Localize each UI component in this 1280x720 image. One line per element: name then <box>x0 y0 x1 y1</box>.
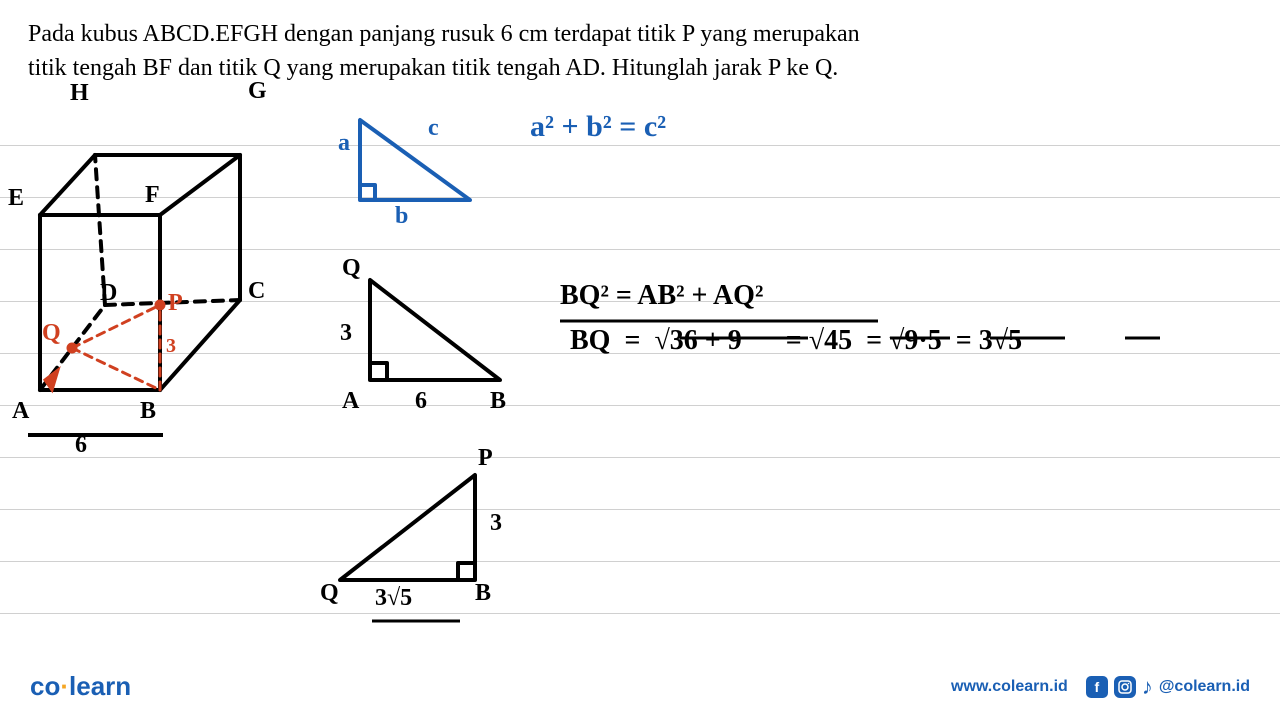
instagram-icon <box>1114 676 1136 698</box>
eq1-text: BQ² = AB² + AQ² <box>560 280 763 311</box>
tiktok-icon: ♪ <box>1142 674 1153 700</box>
qab-Q: Q <box>342 255 361 282</box>
cube-vertex-D: D <box>100 280 117 307</box>
facebook-icon: f <box>1086 676 1108 698</box>
problem-text: Pada kubus ABCD.EFGH dengan panjang rusu… <box>28 18 860 85</box>
edge-underline <box>28 430 168 440</box>
eq1: BQ² = AB² + AQ² <box>560 280 763 312</box>
cube-point-Q: Q <box>42 320 61 347</box>
cube-point-P: P <box>168 290 183 317</box>
cube-inner-3: 3 <box>166 335 176 358</box>
pythag-b: b <box>395 203 408 230</box>
qab-A: A <box>342 388 359 415</box>
qbp-P: P <box>478 445 493 472</box>
cube-vertex-E: E <box>8 185 24 212</box>
footer-right: www.colearn.id f ♪ @colearn.id <box>951 674 1250 700</box>
pythag-c: c <box>428 115 439 142</box>
qab-B: B <box>490 388 506 415</box>
radicals <box>560 320 1280 360</box>
qab-6: 6 <box>415 388 427 415</box>
cube-vertex-F: F <box>145 182 160 209</box>
brand-logo: co·learn <box>30 671 131 702</box>
qb-underline <box>372 618 462 624</box>
pythag-triangle <box>330 105 490 215</box>
pythag-formula: a² + b² = c² <box>530 110 666 144</box>
qab-3: 3 <box>340 320 352 347</box>
footer-url: www.colearn.id <box>951 678 1068 696</box>
problem-line-2: titik tengah BF dan titik Q yang merupak… <box>28 55 838 81</box>
brand-learn: learn <box>69 671 131 701</box>
cube-diagram <box>10 90 290 440</box>
qbp-B: B <box>475 580 491 607</box>
pythag-a: a <box>338 130 350 157</box>
qbp-Q: Q <box>320 580 339 607</box>
cube-vertex-C: C <box>248 278 265 305</box>
brand-dot-icon: · <box>60 671 69 701</box>
cube-vertex-A: A <box>12 398 29 425</box>
cube-vertex-H: H <box>70 80 89 107</box>
brand-co: co <box>30 671 60 701</box>
footer: co·learn www.colearn.id f ♪ @colearn.id <box>0 671 1280 702</box>
triangle-qab <box>340 260 520 400</box>
cube-vertex-G: G <box>248 78 267 105</box>
problem-line-1: Pada kubus ABCD.EFGH dengan panjang rusu… <box>28 21 860 47</box>
social-icons: f ♪ @colearn.id <box>1086 674 1250 700</box>
footer-handle: @colearn.id <box>1159 678 1250 696</box>
qbp-qb: 3√5 <box>375 585 412 612</box>
qbp-3: 3 <box>490 510 502 537</box>
cube-vertex-B: B <box>140 398 156 425</box>
